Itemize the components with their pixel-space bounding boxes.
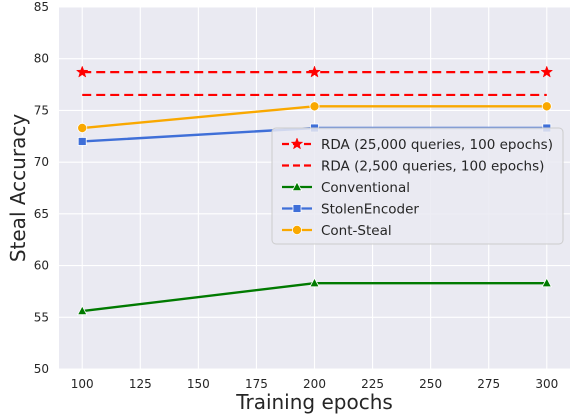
y-tick-label: 65 [34,207,49,221]
data-point [309,277,320,288]
legend-swatch-marker [291,181,303,192]
y-tick-label: 70 [34,155,49,169]
star-marker [308,65,321,78]
y-tick-label: 85 [34,0,49,14]
y-tick-label: 50 [34,362,49,376]
y-axis-ticks: 50 55 60 65 70 75 80 85 [34,0,49,376]
legend: RDA (25,000 queries, 100 epochs) RDA (2,5… [271,127,564,245]
legend-label: Cont-Steal [321,223,392,239]
data-point [541,277,553,288]
x-tick-label: 150 [187,377,210,391]
star-marker [540,65,554,78]
legend-label: RDA (25,000 queries, 100 epochs) [321,137,553,153]
y-tick-label: 80 [34,52,49,66]
x-axis-ticks: 100 125 150 175 200 225 250 275 300 [71,377,558,391]
legend-swatch-marker [292,204,302,213]
data-point [541,101,552,112]
legend-label: Conventional [321,180,410,196]
x-tick-label: 275 [477,377,500,391]
y-tick-label: 55 [34,310,49,324]
legend-label: RDA (2,500 queries, 100 epochs) [321,159,544,175]
x-tick-label: 175 [245,377,268,391]
x-tick-label: 100 [71,377,94,391]
legend-swatch-marker [290,137,304,150]
x-tick-label: 200 [303,377,326,391]
reference-lines [75,65,554,97]
y-tick-label: 60 [34,259,49,273]
data-point [309,101,320,112]
legend-swatch-marker [291,224,302,235]
data-point [77,137,87,146]
legend-box [271,127,564,245]
y-axis-title: Steal Accuracy [6,114,30,262]
x-axis-title: Training epochs [235,390,393,414]
x-tick-label: 225 [361,377,384,391]
star-marker [75,65,89,78]
y-tick-label: 75 [34,103,49,117]
x-tick-label: 125 [129,377,152,391]
legend-label: StolenEncoder [321,202,419,218]
data-point [77,123,88,134]
x-tick-label: 300 [535,377,558,391]
data-point [76,305,88,316]
x-tick-label: 250 [419,377,442,391]
